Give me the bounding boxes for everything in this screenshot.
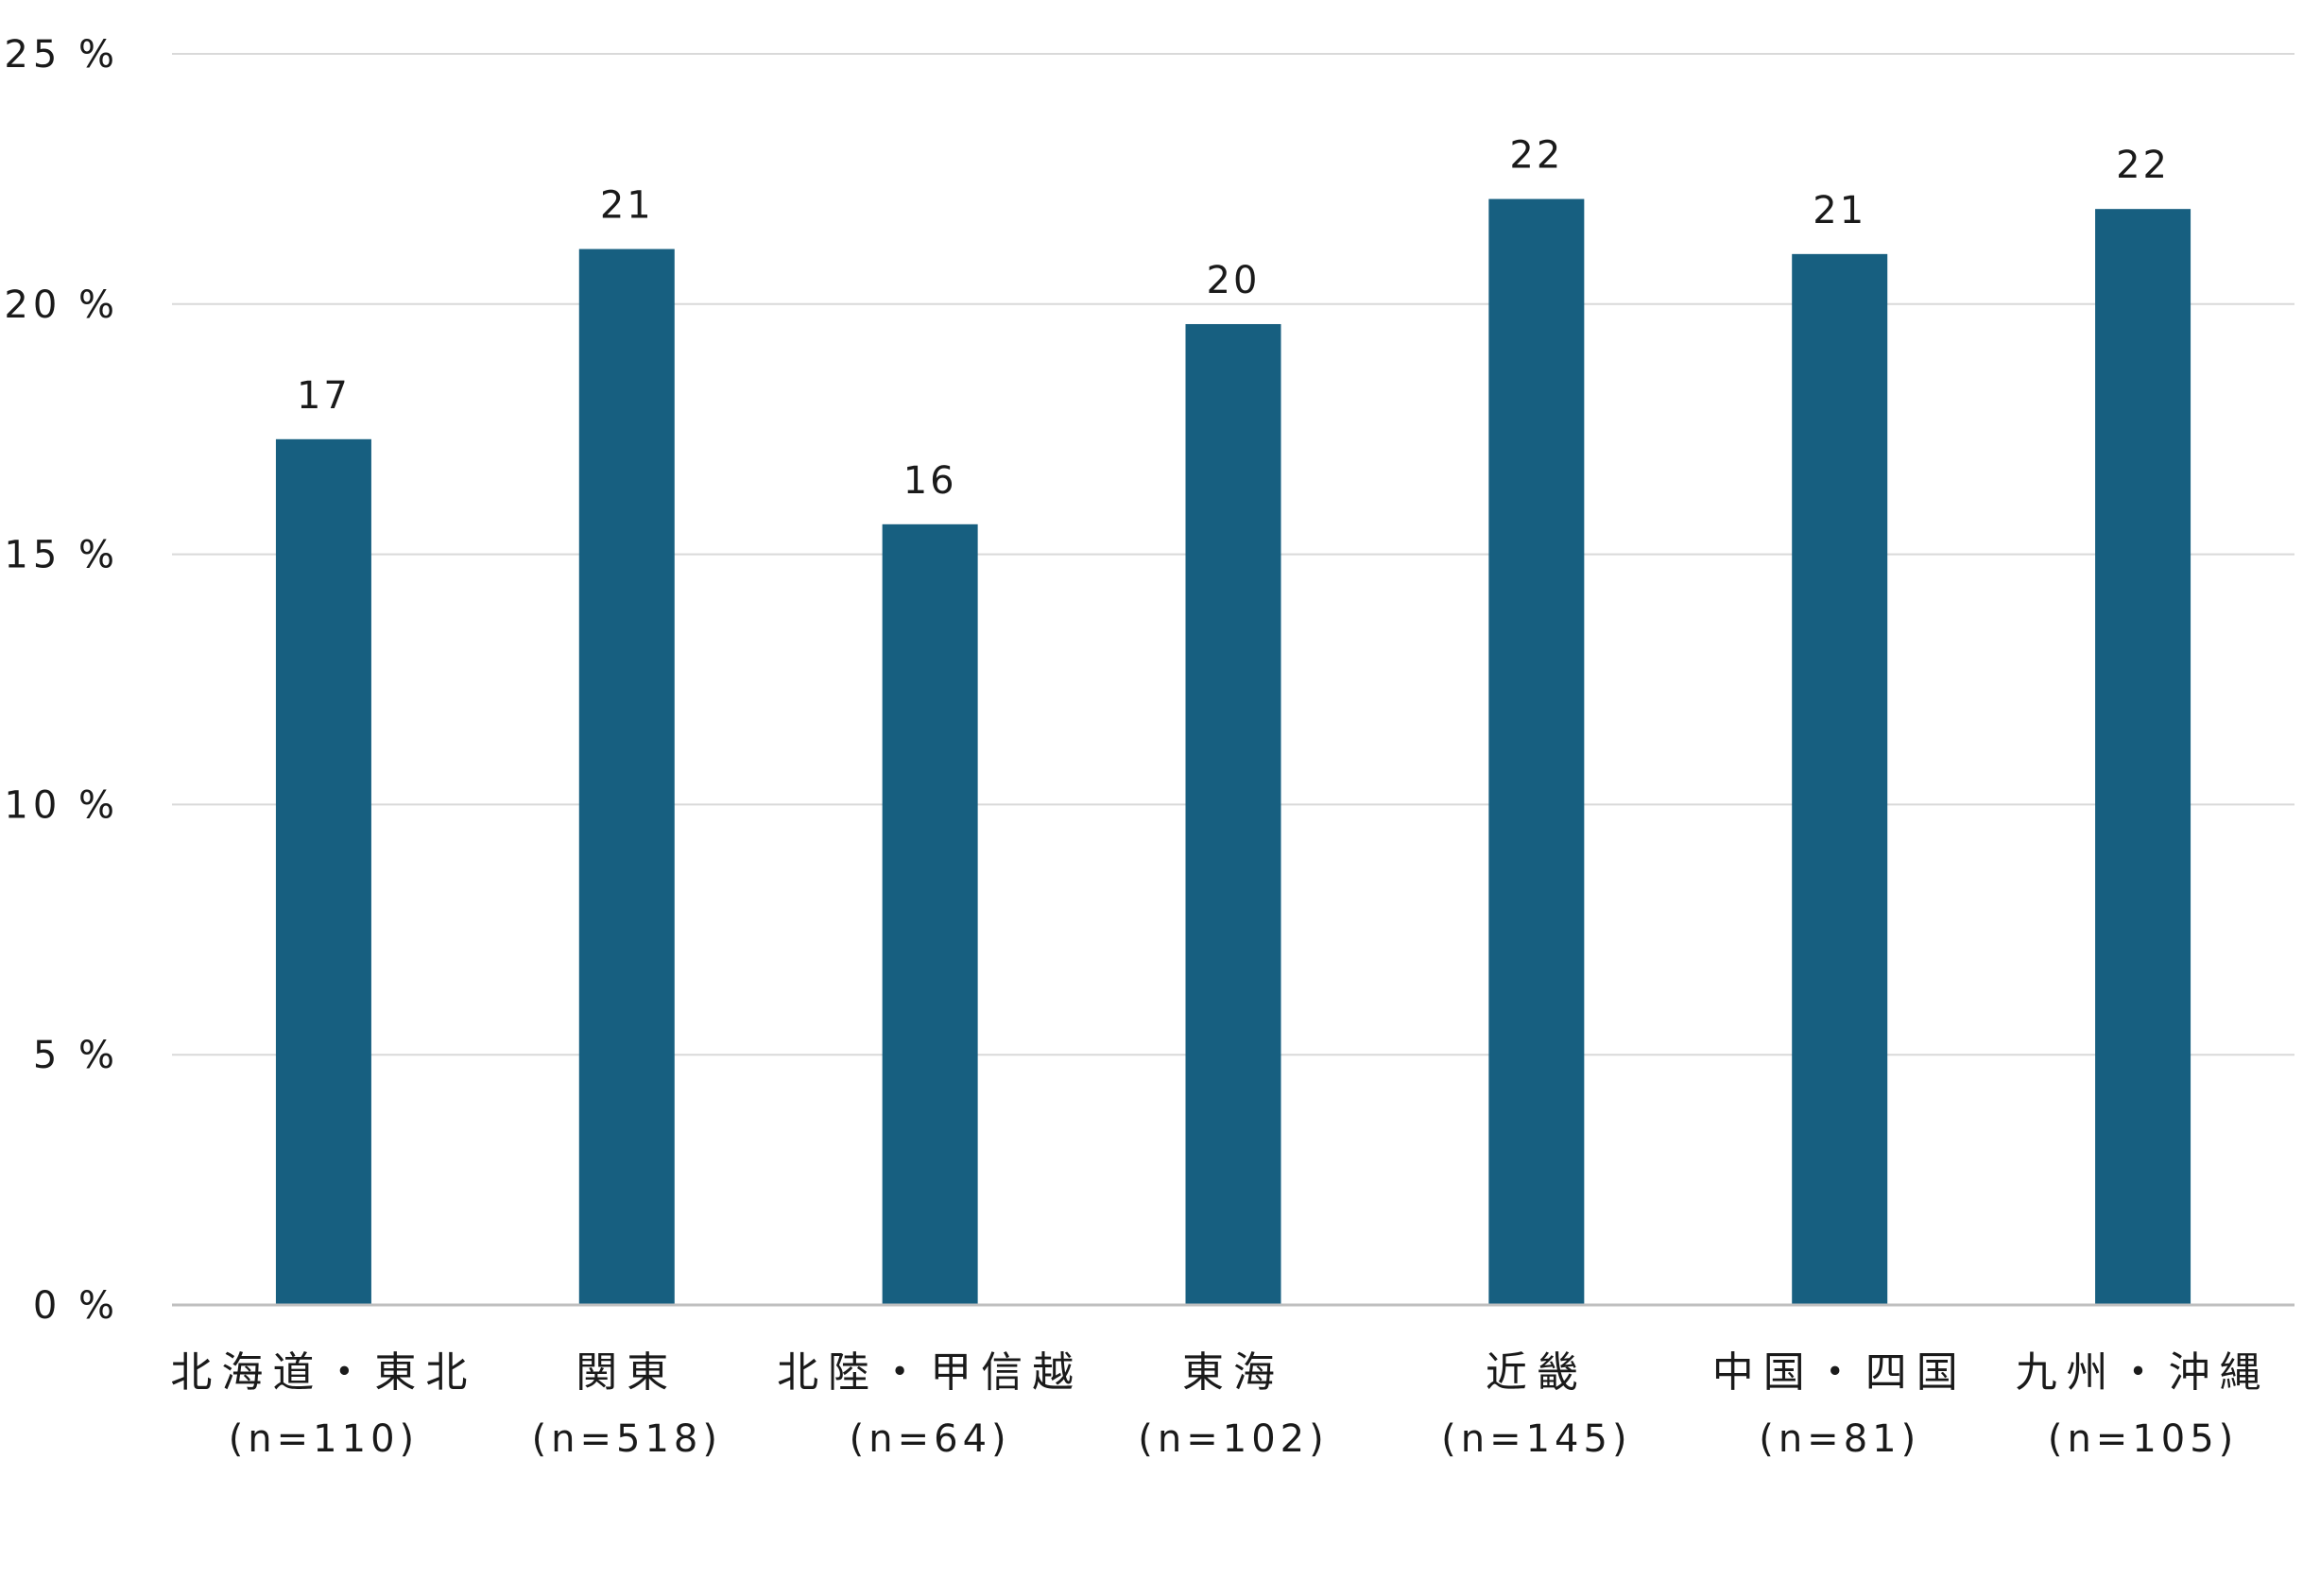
x-axis-labels: 北海道・東北 (n=110) 関東 (n=518) 北陸・甲信越 (n=64) 東海 (n=1… [170,1348,2271,1461]
x-tick-sample-size: (n=102) [1138,1417,1328,1461]
data-label: 20 [1207,259,1261,302]
bar [1792,253,1888,1306]
y-tick-label: 5 % [33,1034,119,1077]
x-tick-label: 関東 [576,1348,678,1397]
x-tick-sample-size: (n=81) [1759,1417,1920,1461]
x-tick-sample-size: (n=105) [2048,1417,2238,1461]
x-tick-label: 北海道・東北 [170,1348,476,1397]
data-label: 22 [2116,144,2170,187]
y-tick-label: 25 % [4,33,119,77]
x-tick-sample-size: (n=64) [850,1417,1011,1461]
data-label: 16 [903,459,957,503]
data-label: 21 [1813,189,1866,232]
bar [1488,198,1585,1306]
y-tick-label: 0 % [33,1284,119,1328]
x-tick-label: 東海 [1182,1348,1284,1397]
y-axis-ticks: 0 % 5 % 10 % 15 % 20 % 25 % [4,33,119,1328]
y-tick-label: 20 % [4,283,119,327]
bar [1185,323,1281,1305]
x-tick-label: 中国・四国 [1712,1348,1968,1397]
bar [578,249,675,1306]
bar [882,523,978,1305]
x-tick-sample-size: (n=518) [532,1417,722,1461]
x-tick-label: 北陸・甲信越 [777,1348,1083,1397]
x-tick-label: 近畿 [1486,1348,1588,1397]
bar [2095,209,2191,1305]
data-label: 21 [600,184,654,228]
y-tick-label: 15 % [4,534,119,577]
data-label: 17 [297,374,351,418]
x-tick-label: 九州・沖縄 [2016,1348,2271,1397]
x-tick-sample-size: (n=110) [229,1417,419,1461]
bars [275,198,2191,1306]
bar [275,438,371,1305]
data-label: 22 [1509,134,1563,178]
x-tick-sample-size: (n=145) [1441,1417,1631,1461]
y-tick-label: 10 % [4,783,119,827]
data-labels: 17 21 16 20 22 21 22 [297,134,2170,503]
